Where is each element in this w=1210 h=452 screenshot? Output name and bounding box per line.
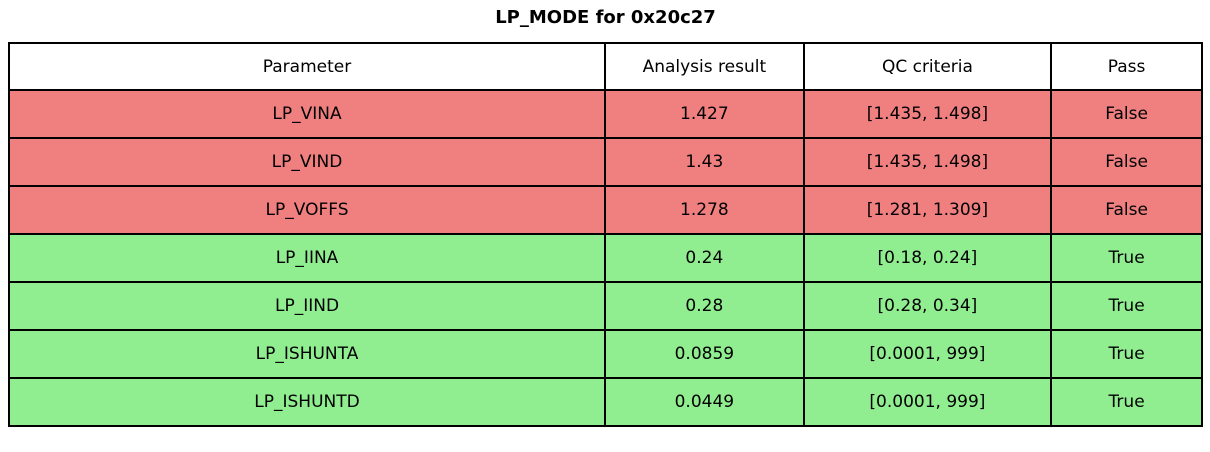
pass-cell: False <box>1050 89 1203 139</box>
criteria-cell: [0.0001, 999] <box>802 377 1053 427</box>
page-title: LP_MODE for 0x20c27 <box>495 7 716 28</box>
table-row: LP_VINA 1.427 [1.435, 1.498] False <box>7 89 1203 139</box>
table-header: Parameter Analysis result QC criteria Pa… <box>7 42 1203 91</box>
criteria-cell: [0.0001, 999] <box>802 329 1053 379</box>
criteria-cell: [0.28, 0.34] <box>802 281 1053 331</box>
header-row: Parameter Analysis result QC criteria Pa… <box>7 42 1203 91</box>
result-cell: 0.0859 <box>604 329 805 379</box>
col-header-analysis-result: Analysis result <box>604 42 805 91</box>
parameter-cell: LP_VOFFS <box>7 185 607 235</box>
parameter-cell: LP_ISHUNTD <box>7 377 607 427</box>
criteria-cell: [1.281, 1.309] <box>802 185 1053 235</box>
pass-cell: True <box>1050 377 1203 427</box>
result-cell: 1.43 <box>604 137 805 187</box>
table-row: LP_VIND 1.43 [1.435, 1.498] False <box>7 137 1203 187</box>
parameter-cell: LP_IIND <box>7 281 607 331</box>
pass-cell: False <box>1050 137 1203 187</box>
pass-cell: True <box>1050 281 1203 331</box>
criteria-cell: [1.435, 1.498] <box>802 137 1053 187</box>
qc-results-table: Parameter Analysis result QC criteria Pa… <box>7 42 1203 427</box>
table-row: LP_VOFFS 1.278 [1.281, 1.309] False <box>7 185 1203 235</box>
parameter-cell: LP_VIND <box>7 137 607 187</box>
table-row: LP_IIND 0.28 [0.28, 0.34] True <box>7 281 1203 331</box>
table-row: LP_ISHUNTA 0.0859 [0.0001, 999] True <box>7 329 1203 379</box>
col-header-parameter: Parameter <box>7 42 607 91</box>
pass-cell: False <box>1050 185 1203 235</box>
result-cell: 1.278 <box>604 185 805 235</box>
result-cell: 0.24 <box>604 233 805 283</box>
pass-cell: True <box>1050 233 1203 283</box>
result-cell: 0.28 <box>604 281 805 331</box>
criteria-cell: [0.18, 0.24] <box>802 233 1053 283</box>
criteria-cell: [1.435, 1.498] <box>802 89 1053 139</box>
pass-cell: True <box>1050 329 1203 379</box>
parameter-cell: LP_ISHUNTA <box>7 329 607 379</box>
result-cell: 1.427 <box>604 89 805 139</box>
parameter-cell: LP_IINA <box>7 233 607 283</box>
col-header-pass: Pass <box>1050 42 1203 91</box>
table-body: LP_VINA 1.427 [1.435, 1.498] False LP_VI… <box>7 89 1203 427</box>
parameter-cell: LP_VINA <box>7 89 607 139</box>
table-row: LP_IINA 0.24 [0.18, 0.24] True <box>7 233 1203 283</box>
table-row: LP_ISHUNTD 0.0449 [0.0001, 999] True <box>7 377 1203 427</box>
result-cell: 0.0449 <box>604 377 805 427</box>
col-header-qc-criteria: QC criteria <box>802 42 1053 91</box>
